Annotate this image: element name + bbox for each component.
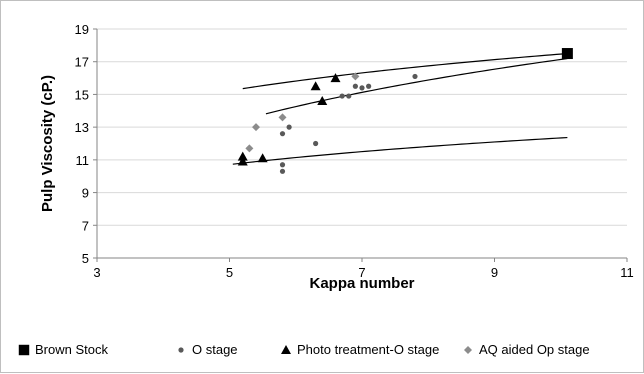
point-photo-treatment-o-stage [330,73,341,83]
point-o-stage [359,85,365,91]
point-aq-aided-op-stage [351,72,360,81]
trendline-3 [265,57,568,115]
y-tick-label: 13 [75,120,89,135]
legend-label-photo-treatment-o-stage: Photo treatment-O stage [297,342,439,357]
point-aq-aided-op-stage [252,123,260,132]
x-tick-label: 5 [226,265,233,280]
x-tick-label: 3 [93,265,100,280]
point-o-stage [412,73,418,80]
legend-label-brown-stock: Brown Stock [35,342,108,357]
data-points [237,48,573,174]
y-tick-label: 17 [75,55,89,70]
point-photo-treatment-o-stage [237,156,248,166]
legend-marker-photo-treatment-o-stage [281,345,291,354]
point-photo-treatment-o-stage [257,153,268,163]
point-o-stage [313,140,319,147]
x-tick-label: 9 [491,265,498,280]
point-brown-stock [561,48,573,60]
legend-marker-brown-stock [18,344,30,356]
legend-marker-aq-aided-op-stage [464,346,472,354]
gridlines [97,28,627,226]
point-o-stage [352,83,358,89]
trendlines [232,52,568,165]
legend-label-o-stage: O stage [192,342,238,357]
y-tick-label: 9 [82,186,89,201]
legend-label-aq-aided-op-stage: AQ aided Op stage [479,342,590,357]
x-tick-label: 7 [358,265,365,280]
point-photo-treatment-o-stage [237,151,248,161]
point-o-stage [366,83,372,89]
trendline-2 [242,52,568,90]
point-aq-aided-op-stage [245,144,254,153]
point-aq-aided-op-stage [278,113,287,122]
legend-marker-o-stage [178,347,184,353]
point-o-stage [279,131,286,137]
y-tick-label: 19 [75,22,89,37]
point-o-stage [339,93,345,99]
point-photo-treatment-o-stage [317,95,328,105]
y-tick-label: 7 [82,218,89,233]
point-o-stage [346,93,352,99]
trendline-1 [232,136,568,165]
legend: Brown Stock O stage Photo treatment-O stag… [18,342,590,357]
x-tick-label: 11 [620,265,634,280]
point-o-stage [286,124,292,130]
y-tick-label: 15 [75,87,89,102]
y-tick-label: 11 [76,153,90,168]
point-o-stage [279,162,286,168]
point-o-stage [279,168,286,174]
y-tick-label: 5 [82,251,89,266]
y-axis-title: Pulp Viscosity (cP.) [39,75,56,212]
point-photo-treatment-o-stage [310,81,321,91]
x-axis-title: Kappa number [309,275,414,292]
